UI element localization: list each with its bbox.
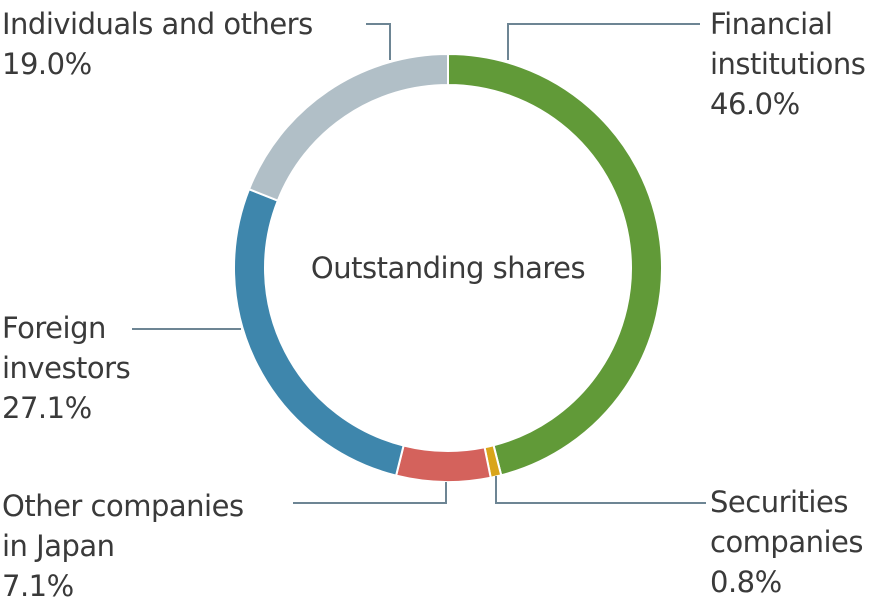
value-financial-institutions: 46.0% [710, 87, 800, 121]
label-other-companies-in-japan: Other companies in Japan 7.1% [2, 486, 244, 606]
leader-line-other-companies-in-japan [293, 482, 447, 504]
slice-other-companies-in-japan [394, 444, 492, 483]
donut-slices [233, 52, 663, 483]
label-financial-institutions: Financial institutions 46.0% [710, 4, 866, 124]
label-securities-companies-line2: companies [710, 525, 864, 559]
value-foreign-investors: 27.1% [2, 391, 92, 425]
label-financial-institutions-line2: institutions [710, 47, 866, 81]
leader-lines [132, 23, 706, 504]
value-individuals-and-others: 19.0% [2, 47, 92, 81]
label-securities-companies: Securities companies 0.8% [710, 482, 864, 602]
label-individuals-and-others: Individuals and others 19.0% [2, 4, 313, 84]
value-other-companies: 7.1% [2, 569, 74, 603]
chart-title: Outstanding shares [310, 251, 586, 285]
label-securities-companies-line1: Securities [710, 485, 848, 519]
label-foreign-investors-line1: Foreign [2, 311, 106, 345]
slice-foreign-investors [233, 187, 405, 477]
label-financial-institutions-line1: Financial [710, 7, 833, 41]
leader-line-securities-companies [495, 476, 706, 504]
label-foreign-investors-line2: investors [2, 351, 131, 385]
leader-line-financial-institutions [507, 23, 700, 60]
leader-line-individuals-and-others [366, 23, 391, 60]
label-individuals-and-others-line1: Individuals and others [2, 7, 313, 41]
label-other-companies-line1: Other companies [2, 489, 244, 523]
slice-individuals-and-others [247, 52, 449, 202]
label-foreign-investors: Foreign investors 27.1% [2, 308, 131, 428]
label-other-companies-line2: in Japan [2, 529, 115, 563]
value-securities-companies: 0.8% [710, 565, 782, 599]
